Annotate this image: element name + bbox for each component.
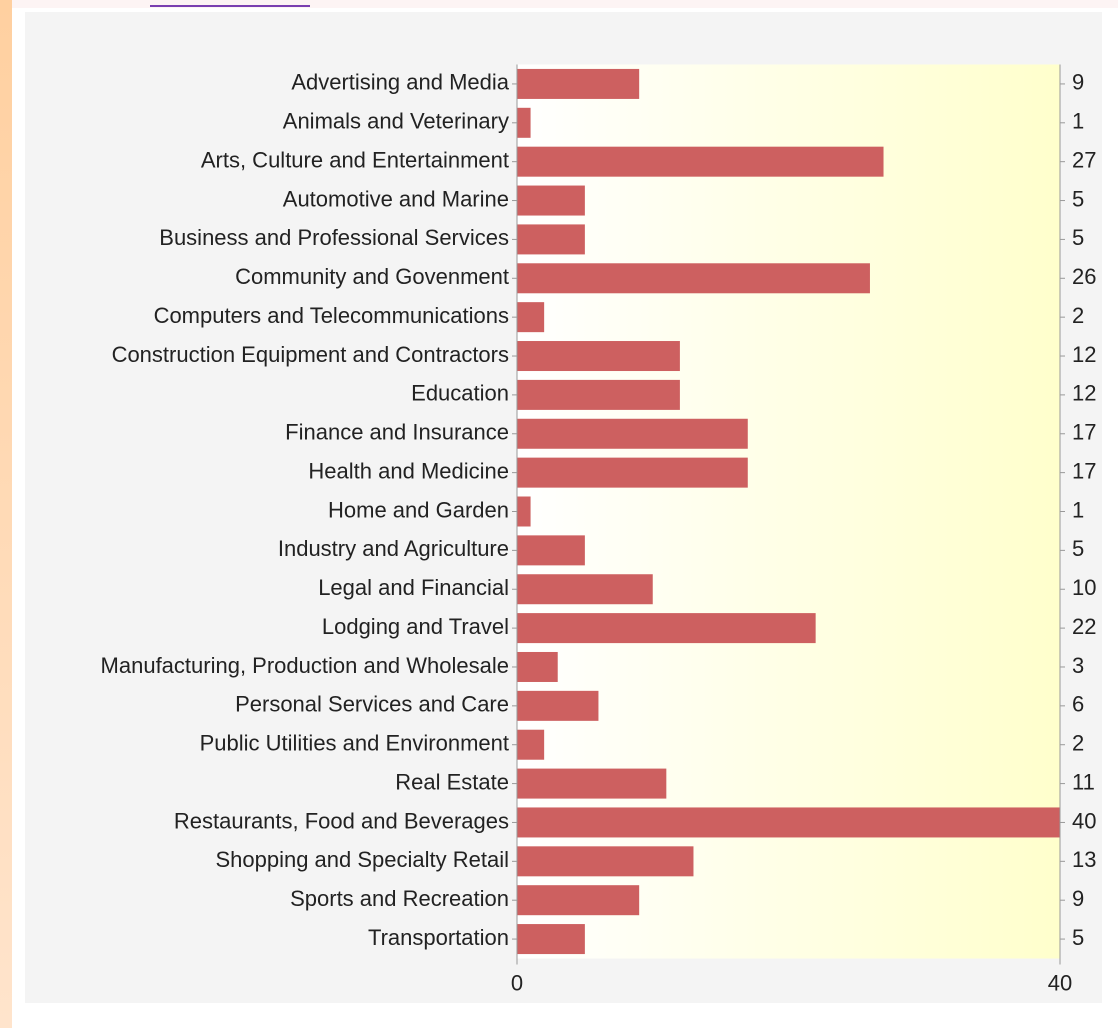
y-tick-label: Shopping and Specialty Retail [215,847,509,872]
value-label: 9 [1072,70,1084,95]
bar [517,885,640,916]
value-label: 22 [1072,614,1096,639]
y-tick-label: Lodging and Travel [322,614,509,639]
value-label: 27 [1072,147,1096,172]
y-tick-label: Legal and Financial [318,575,509,600]
value-label: 12 [1072,342,1096,367]
value-label: 10 [1072,575,1096,600]
value-label: 5 [1072,225,1084,250]
y-tick-label: Computers and Telecommunications [154,303,509,328]
y-tick-label: Automotive and Marine [283,186,509,211]
left-edge [0,0,12,1028]
y-tick-label: Home and Garden [328,497,509,522]
bar [517,613,816,644]
value-label: 5 [1072,186,1084,211]
bar [517,768,667,799]
y-tick-label: Business and Professional Services [159,225,509,250]
bar [517,107,531,138]
y-tick-label: Health and Medicine [308,458,509,483]
x-tick-label: 0 [511,970,523,995]
bar [517,651,558,682]
value-label: 3 [1072,653,1084,678]
y-tick-label: Public Utilities and Environment [200,731,509,756]
y-tick-label: Industry and Agriculture [278,536,509,561]
value-label: 12 [1072,381,1096,406]
value-label: 17 [1072,420,1096,445]
bar [517,924,585,955]
y-tick-label: Sports and Recreation [290,886,509,911]
value-label: 1 [1072,109,1084,134]
value-label: 5 [1072,925,1084,950]
y-tick-label: Advertising and Media [291,70,509,95]
bar [517,341,680,372]
y-tick-label: Construction Equipment and Contractors [112,342,509,367]
value-label: 2 [1072,731,1084,756]
y-tick-label: Manufacturing, Production and Wholesale [101,653,509,678]
value-label: 26 [1072,264,1096,289]
y-tick-label: Restaurants, Food and Beverages [174,808,509,833]
y-tick-label: Finance and Insurance [285,420,509,445]
value-label: 13 [1072,847,1096,872]
bar [517,496,531,527]
bar [517,846,694,877]
y-tick-label: Personal Services and Care [235,692,509,717]
bar [517,729,545,760]
bar [517,418,748,449]
value-label: 40 [1072,808,1096,833]
value-label: 17 [1072,458,1096,483]
bar [517,807,1060,838]
y-tick-label: Community and Govenment [235,264,509,289]
bar [517,379,680,410]
y-tick-label: Education [411,381,509,406]
bar [517,535,585,566]
bar [517,457,748,488]
y-tick-label: Animals and Veterinary [283,109,509,134]
bar [517,263,870,294]
bar [517,224,585,255]
bar [517,690,599,721]
value-label: 1 [1072,497,1084,522]
bar [517,185,585,216]
y-tick-label: Real Estate [395,769,509,794]
value-label: 5 [1072,536,1084,561]
bar [517,68,640,99]
y-tick-label: Arts, Culture and Entertainment [201,147,509,172]
bar [517,574,653,605]
bar [517,146,884,177]
value-label: 9 [1072,886,1084,911]
value-label: 2 [1072,303,1084,328]
value-label: 6 [1072,692,1084,717]
y-tick-label: Transportation [368,925,509,950]
bar [517,302,545,333]
value-label: 11 [1072,769,1095,794]
x-tick-label: 40 [1048,970,1072,995]
